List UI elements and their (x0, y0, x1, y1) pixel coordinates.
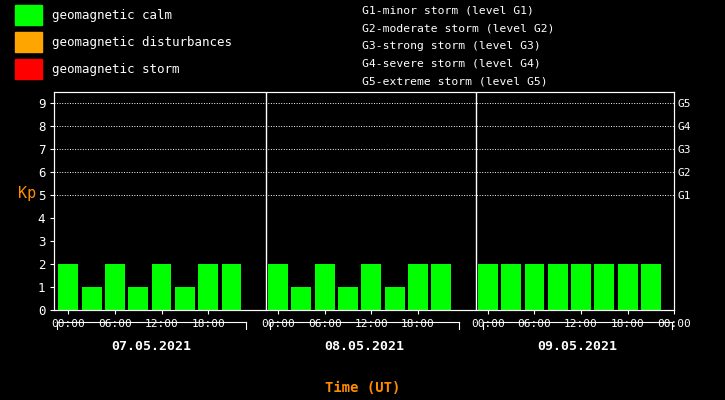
Bar (175, 287, 195, 310)
Text: 09.05.2021: 09.05.2021 (537, 340, 617, 352)
Text: geomagnetic storm: geomagnetic storm (52, 63, 180, 76)
Text: G3-strong storm (level G3): G3-strong storm (level G3) (362, 41, 542, 51)
Text: G5-extreme storm (level G5): G5-extreme storm (level G5) (362, 76, 548, 86)
Bar (82, 287, 102, 310)
Bar (268, 264, 288, 310)
Bar (14, 5, 42, 25)
Bar (14, 59, 42, 79)
Bar (501, 264, 521, 310)
Bar (408, 264, 428, 310)
Bar (361, 264, 381, 310)
Bar (128, 287, 148, 310)
Y-axis label: Kp: Kp (17, 186, 36, 201)
Text: G1-minor storm (level G1): G1-minor storm (level G1) (362, 6, 534, 16)
Bar (338, 287, 358, 310)
Bar (105, 264, 125, 310)
Bar (291, 287, 311, 310)
Bar (315, 264, 335, 310)
Bar (198, 264, 218, 310)
Text: G2-moderate storm (level G2): G2-moderate storm (level G2) (362, 23, 555, 33)
Bar (524, 264, 544, 310)
Bar (14, 32, 42, 52)
Text: Time (UT): Time (UT) (325, 381, 400, 395)
Bar (594, 264, 614, 310)
Bar (548, 264, 568, 310)
Text: G4-severe storm (level G4): G4-severe storm (level G4) (362, 58, 542, 68)
Bar (222, 264, 241, 310)
Bar (152, 264, 172, 310)
Text: 08.05.2021: 08.05.2021 (324, 340, 405, 352)
Bar (641, 264, 661, 310)
Bar (618, 264, 637, 310)
Bar (431, 264, 451, 310)
Bar (385, 287, 405, 310)
Text: geomagnetic disturbances: geomagnetic disturbances (52, 36, 232, 49)
Text: geomagnetic calm: geomagnetic calm (52, 9, 173, 22)
Bar (478, 264, 498, 310)
Bar (59, 264, 78, 310)
Text: 07.05.2021: 07.05.2021 (112, 340, 191, 352)
Bar (571, 264, 591, 310)
